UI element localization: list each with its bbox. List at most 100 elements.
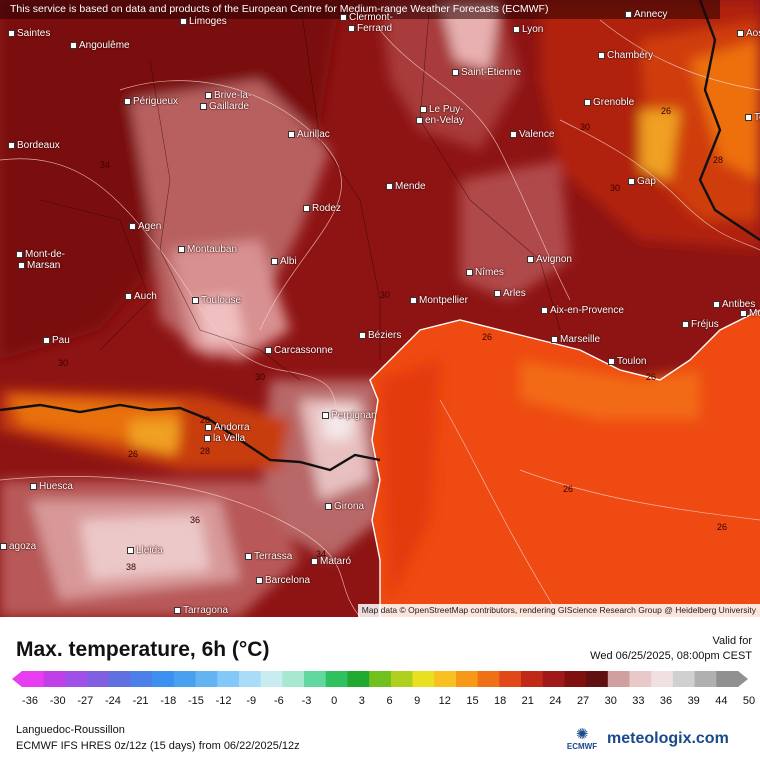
scale-cell [499, 671, 522, 687]
city-marker-icon [288, 130, 295, 138]
scale-cell [217, 671, 240, 687]
scale-tick-label: 33 [632, 695, 645, 707]
city-en-velay: en-Velay [416, 115, 464, 126]
city-marker-icon [205, 423, 212, 431]
legend-panel [0, 617, 760, 760]
isoline-label: 28 [200, 446, 211, 456]
scale-cell [477, 671, 500, 687]
city-mende: Mende [386, 181, 426, 192]
city-carcassonne: Carcassonne [265, 345, 333, 356]
city-girona: Girona [325, 501, 364, 512]
city-antibes: Antibes [713, 299, 755, 310]
city-marker-icon [359, 331, 366, 339]
scale-cell [260, 671, 283, 687]
city-marker-icon [127, 546, 134, 554]
scale-tick-label: 6 [386, 695, 393, 707]
scale-tick-label: 36 [659, 695, 673, 707]
city-marker-icon [178, 245, 185, 253]
scale-cell [238, 671, 262, 687]
city-marker-icon [174, 606, 181, 614]
scale-cell [629, 671, 652, 687]
city-clermont: Clermont- [340, 12, 393, 23]
scale-cell [607, 671, 631, 687]
city-beziers: Béziers [359, 330, 401, 341]
scale-cell [195, 671, 218, 687]
meteologix-brand[interactable]: meteologix.com [607, 730, 729, 747]
city-marker-icon [8, 29, 15, 37]
scale-tick-label: 44 [715, 695, 728, 707]
city-marker-icon [410, 296, 417, 304]
scale-cell [390, 671, 414, 687]
city-marker-icon [466, 268, 473, 276]
scale-cell [586, 671, 609, 687]
scale-tick-label: 0 [331, 695, 338, 707]
city-mataro: Mataró [311, 556, 351, 567]
scale-tick-label: -18 [160, 695, 177, 707]
valid-for-label: Valid for [712, 635, 752, 647]
scale-cell [542, 671, 565, 687]
scale-tick-label: -21 [132, 695, 149, 707]
map-attribution[interactable]: Map data © OpenStreetMap contributors, r… [357, 604, 760, 617]
city-marker-icon [124, 97, 131, 105]
scale-cell [521, 671, 544, 687]
isoline-label: 34 [100, 160, 111, 170]
scale-tick-label: 27 [576, 695, 590, 707]
city-montpellier: Montpellier [410, 295, 468, 306]
city-grenoble: Grenoble [584, 97, 634, 108]
city-saintes: Saintes [8, 28, 50, 39]
city-marker-icon [16, 250, 23, 258]
city-marker-icon [584, 98, 591, 106]
region-name: Languedoc-Roussillon [16, 724, 125, 736]
city-marker-icon [322, 411, 329, 419]
color-scale-bar [12, 671, 748, 687]
city-lleida: Lleida [127, 545, 163, 556]
city-marker-icon [325, 502, 332, 510]
scale-cell [108, 671, 131, 687]
city-marker-icon [682, 320, 689, 328]
scale-cell [672, 671, 696, 687]
scale-tick-label: -3 [301, 695, 312, 707]
isoline-label: 28 [200, 415, 211, 425]
city-mo: Mo [740, 308, 760, 319]
city-marker-icon [737, 29, 744, 37]
ecmwf-disclaimer: This service is based on data and produc… [0, 0, 720, 19]
temperature-map[interactable]: This service is based on data and produc… [0, 0, 760, 617]
city-annecy: Annecy [625, 9, 667, 20]
ecmwf-logo[interactable]: ✺ ECMWF [560, 727, 604, 756]
valid-date: Wed 06/25/2025, 08:00pm CEST [590, 650, 752, 662]
city-perigueux: Périgueux [124, 96, 178, 107]
scale-tick-label: -9 [246, 695, 257, 707]
city-mont-de: Mont-de- [16, 249, 65, 260]
city-la-vella: la Vella [204, 433, 245, 444]
scale-tick-label: 39 [687, 695, 700, 707]
scale-cell [43, 671, 66, 687]
city-marker-icon [205, 91, 212, 99]
city-marker-icon [8, 141, 15, 149]
city-toulon: Toulon [608, 356, 646, 367]
isoline-label: 26 [646, 372, 657, 382]
city-pau: Pau [43, 335, 70, 346]
city-albi: Albi [271, 256, 297, 267]
city-aosta: Aos [737, 28, 760, 39]
city-marker-icon [713, 300, 720, 308]
city-marker-icon [70, 41, 77, 49]
isoline-label: 28 [713, 155, 724, 165]
scale-tick-label: -36 [22, 695, 38, 707]
isoline-label: 30 [580, 122, 591, 132]
scale-cell [65, 671, 88, 687]
city-marker-icon [625, 10, 632, 18]
city-marker-icon [510, 130, 517, 138]
city-toulouse: Toulouse [192, 295, 241, 306]
city-chambery: Chambéry [598, 50, 653, 61]
city-marker-icon [311, 557, 318, 565]
city-marker-icon [740, 309, 747, 317]
city-gap: Gap [628, 176, 656, 187]
isoline-label: 30 [380, 290, 391, 300]
scale-tick-label: 24 [549, 695, 562, 707]
city-marsan: Marsan [18, 260, 60, 271]
city-aurillac: Aurillac [288, 129, 330, 140]
city-marker-icon [265, 346, 272, 354]
city-frejus: Fréjus [682, 319, 719, 330]
isoline-label: 34 [316, 549, 327, 559]
city-tarragona: Tarragona [174, 605, 228, 616]
